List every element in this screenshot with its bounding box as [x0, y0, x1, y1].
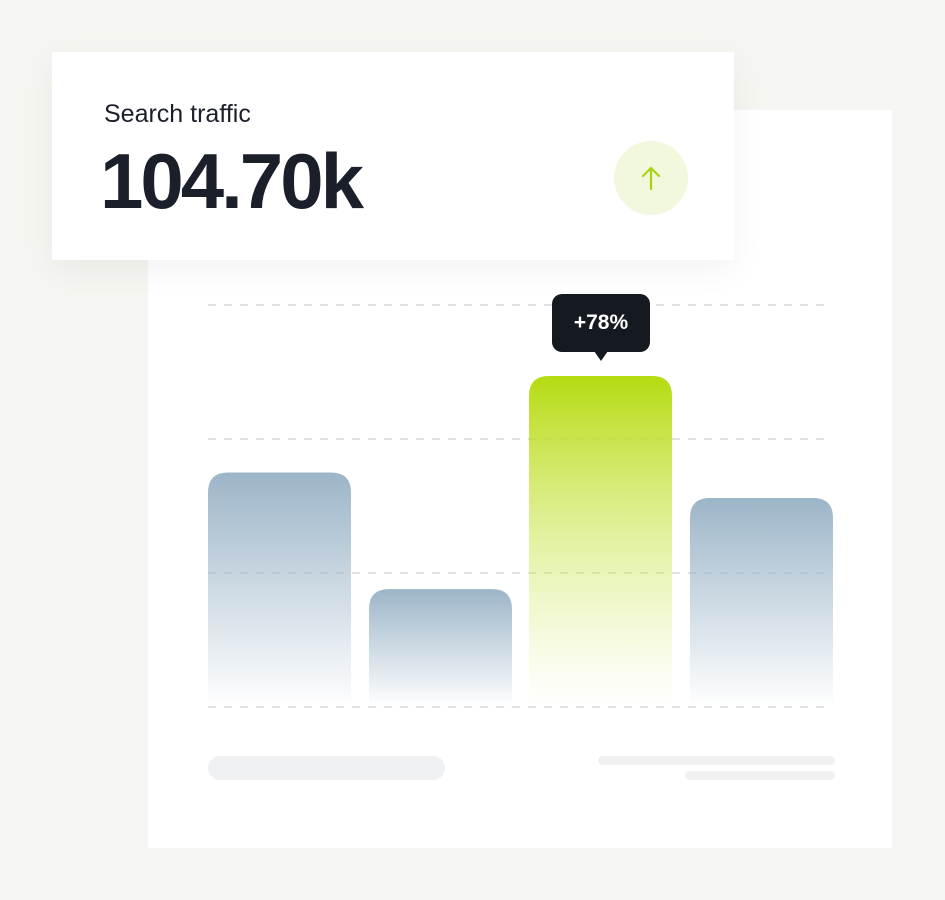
trend-badge: [614, 141, 688, 215]
bar: [690, 497, 833, 707]
bar-highlighted: [529, 376, 672, 707]
placeholder-line: [598, 756, 835, 765]
card-title: Search traffic: [104, 100, 251, 128]
search-traffic-card: Search traffic 104.70k: [52, 52, 734, 260]
bar-tooltip: +78%: [552, 294, 650, 361]
card-value: 104.70k: [100, 137, 364, 225]
arrow-up-icon: [641, 166, 661, 191]
placeholder-label: [208, 756, 445, 780]
placeholder-line: [685, 771, 835, 780]
bar: [208, 472, 351, 707]
bar: [369, 589, 512, 707]
